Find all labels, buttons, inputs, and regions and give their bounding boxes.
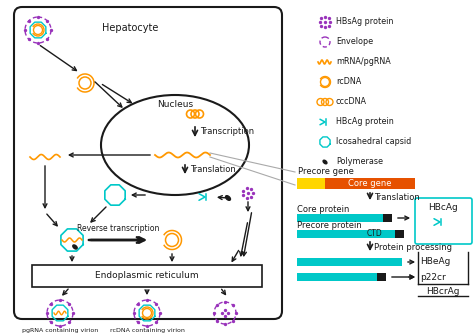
Text: rcDNA: rcDNA (336, 77, 361, 87)
Text: Endoplasmic reticulum: Endoplasmic reticulum (95, 272, 199, 281)
FancyBboxPatch shape (415, 198, 472, 244)
Text: Nucleus: Nucleus (157, 100, 193, 109)
Bar (297, 230, 397, 238)
FancyBboxPatch shape (14, 7, 282, 319)
Text: Core gene: Core gene (348, 179, 392, 188)
Bar (297, 273, 379, 281)
Text: Precore gene: Precore gene (298, 167, 354, 176)
Text: Polymerase: Polymerase (336, 158, 383, 167)
Bar (383, 214, 392, 222)
Polygon shape (323, 160, 327, 164)
Text: Translation: Translation (190, 166, 236, 174)
Circle shape (165, 233, 179, 246)
Text: pgRNA containing virion: pgRNA containing virion (22, 328, 98, 333)
Text: HBsAg protein: HBsAg protein (336, 17, 393, 26)
Text: HBcAg: HBcAg (428, 203, 458, 212)
Text: mRNA/pgRNA: mRNA/pgRNA (336, 57, 391, 66)
Bar (395, 230, 404, 238)
Bar (32, 265, 262, 287)
Text: rcDNA containing virion: rcDNA containing virion (109, 328, 184, 333)
Text: Precore protein: Precore protein (297, 221, 362, 230)
Bar (377, 273, 386, 281)
Bar (297, 178, 325, 189)
Circle shape (34, 25, 43, 34)
Text: Icosahedral capsid: Icosahedral capsid (336, 138, 411, 147)
Text: CTD: CTD (367, 229, 383, 238)
Bar (297, 258, 402, 266)
Text: Core protein: Core protein (297, 205, 349, 214)
Text: HBeAg: HBeAg (420, 258, 450, 267)
Text: p22cr: p22cr (420, 273, 446, 282)
Bar (297, 214, 385, 222)
Text: Reverse transcription: Reverse transcription (77, 224, 159, 233)
Circle shape (79, 77, 91, 89)
Text: HBcrAg: HBcrAg (426, 288, 460, 297)
Text: cccDNA: cccDNA (336, 98, 367, 107)
Text: Translation: Translation (374, 192, 420, 201)
Text: Transcription: Transcription (200, 128, 254, 137)
Text: Hepatocyte: Hepatocyte (102, 23, 158, 33)
Text: Envelope: Envelope (336, 37, 373, 46)
Polygon shape (73, 245, 77, 249)
Polygon shape (226, 196, 230, 200)
Text: Protein processing: Protein processing (374, 242, 452, 252)
Circle shape (320, 77, 329, 87)
Text: HBcAg protein: HBcAg protein (336, 118, 394, 127)
Bar (325, 178, 415, 189)
Circle shape (143, 309, 152, 318)
